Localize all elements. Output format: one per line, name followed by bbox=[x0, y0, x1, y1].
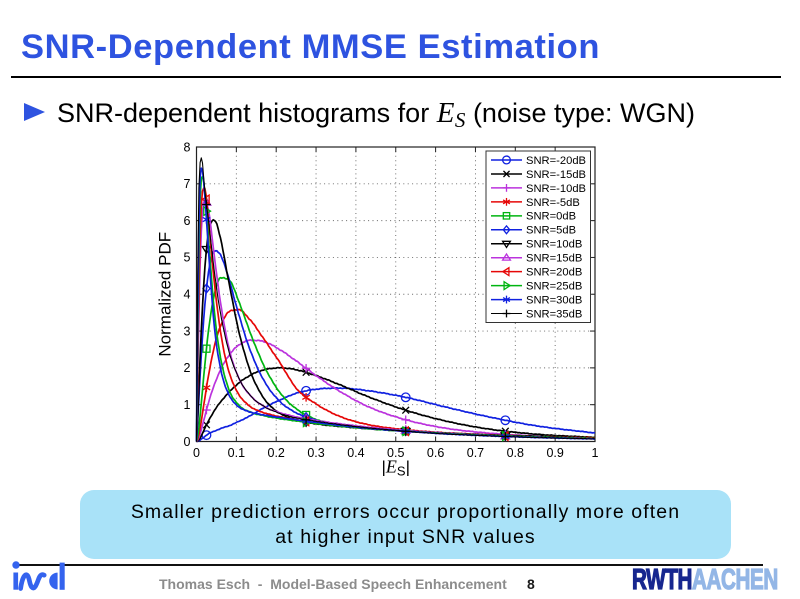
footer-credit: Thomas Esch - Model-Based Speech Enhance… bbox=[159, 576, 507, 592]
conclusion-callout: Smaller prediction errors occur proporti… bbox=[80, 490, 731, 559]
ind-logo-wave bbox=[18, 572, 47, 591]
rwth-logo-primary: RWTH bbox=[632, 564, 693, 596]
bullet-text-before: SNR-dependent histograms for bbox=[57, 98, 430, 128]
svg-text:SNR=15dB: SNR=15dB bbox=[526, 253, 582, 265]
svg-text:SNR=-15dB: SNR=-15dB bbox=[526, 169, 586, 181]
chart-legend: SNR=-20dB SNR=-15dB SNR=-10dB SNR=-5dB SNR=0… bbox=[485, 150, 591, 323]
ind-logo-d-bowl bbox=[49, 572, 58, 590]
svg-text:0.8: 0.8 bbox=[507, 446, 524, 460]
svg-text:6: 6 bbox=[184, 214, 191, 228]
rwth-logo-secondary: AACHEN bbox=[691, 564, 778, 596]
svg-text:0: 0 bbox=[184, 435, 191, 449]
svg-text:1: 1 bbox=[184, 398, 191, 412]
svg-text:0: 0 bbox=[193, 446, 200, 460]
svg-text:5: 5 bbox=[184, 251, 191, 265]
svg-text:SNR=25dB: SNR=25dB bbox=[526, 281, 582, 293]
svg-text:SNR=-20dB: SNR=-20dB bbox=[526, 155, 586, 167]
svg-text:SNR=5dB: SNR=5dB bbox=[526, 225, 576, 237]
svg-text:0.2: 0.2 bbox=[268, 446, 285, 460]
rwth-aachen-logo: RWTHAACHEN bbox=[632, 564, 779, 596]
bullet-triangle-icon bbox=[24, 103, 45, 121]
svg-text:4: 4 bbox=[184, 288, 191, 302]
svg-text:SNR=30dB: SNR=30dB bbox=[526, 294, 582, 306]
svg-text:SNR=20dB: SNR=20dB bbox=[526, 267, 582, 279]
bullet-text: SNR-dependent histograms for ES (noise t… bbox=[57, 99, 695, 131]
svg-text:0.6: 0.6 bbox=[427, 446, 444, 460]
math-subscript-S: S bbox=[454, 108, 466, 132]
svg-text:7: 7 bbox=[184, 177, 191, 191]
y-axis-label: Normalized PDF bbox=[156, 232, 175, 357]
callout-line-1: Smaller prediction errors occur proporti… bbox=[130, 501, 681, 523]
svg-text:0.5: 0.5 bbox=[387, 446, 404, 460]
svg-text:SNR=-5dB: SNR=-5dB bbox=[526, 197, 580, 209]
callout-line-2: at higher input SNR values bbox=[275, 525, 536, 548]
svg-text:0.1: 0.1 bbox=[228, 446, 245, 460]
svg-text:0.9: 0.9 bbox=[546, 446, 563, 460]
math-symbol-E: E bbox=[436, 97, 455, 129]
ind-logo-i-stem bbox=[13, 572, 19, 590]
bullet-text-after: (noise type: WGN) bbox=[472, 98, 695, 128]
svg-text:3: 3 bbox=[184, 324, 191, 338]
ind-logo-d-stem bbox=[59, 562, 65, 590]
page-number: 8 bbox=[527, 576, 535, 592]
x-axis-label: |ES| bbox=[381, 457, 410, 479]
svg-text:8: 8 bbox=[184, 140, 191, 154]
footer-rule bbox=[19, 564, 763, 567]
svg-text:2: 2 bbox=[184, 361, 191, 375]
slide-title: SNR-Dependent MMSE Estimation bbox=[21, 28, 601, 66]
snr-histogram-chart: 0 0.1 0.2 0.3 0.4 0.5 0.6 0.7 0.8 0.9 1 0 1 2 3 4 5 6 7 8 No… bbox=[156, 140, 599, 479]
svg-text:SNR=0dB: SNR=0dB bbox=[526, 211, 576, 223]
ind-logo-i-dot bbox=[12, 561, 20, 569]
svg-text:0.4: 0.4 bbox=[347, 446, 364, 460]
svg-text:SNR=-10dB: SNR=-10dB bbox=[526, 183, 586, 195]
svg-text:0.7: 0.7 bbox=[467, 446, 484, 460]
svg-text:0.3: 0.3 bbox=[307, 446, 324, 460]
svg-text:SNR=35dB: SNR=35dB bbox=[526, 308, 582, 320]
title-underline bbox=[11, 76, 781, 79]
svg-text:SNR=10dB: SNR=10dB bbox=[526, 239, 582, 251]
svg-text:1: 1 bbox=[592, 446, 599, 460]
ind-logo bbox=[12, 561, 65, 591]
